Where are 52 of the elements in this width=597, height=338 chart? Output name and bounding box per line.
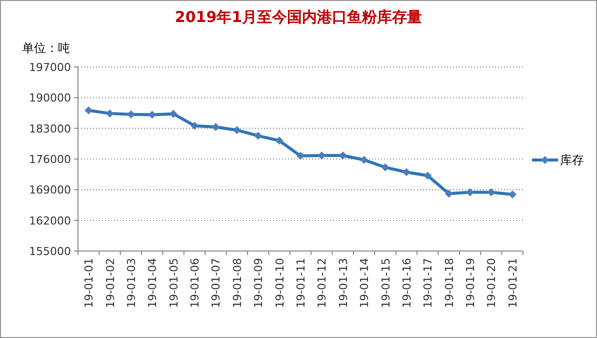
y-tick-label: 190000 [29,92,71,105]
point [275,136,284,145]
point [360,156,368,164]
y-tick-label: 162000 [29,214,71,228]
y-tick-label: 155000 [29,245,71,258]
point [232,126,241,134]
point [466,188,474,196]
x-tick-label: 19-01-14 [358,258,372,308]
legend-label: 库存 [560,153,584,167]
x-tick-label: 19-01-16 [400,258,414,308]
point [402,168,410,176]
point [254,132,262,140]
x-tick-label: 19-01-21 [506,258,520,308]
x-tick-label: 19-01-20 [485,258,498,308]
point [84,106,93,114]
x-tick-label: 19-01-17 [422,258,435,308]
y-tick-label: 169000 [29,184,71,197]
y-tick-label: 183000 [29,122,71,136]
point [508,190,516,198]
y-tick-label: 176000 [29,153,71,166]
point [338,151,347,160]
point [106,109,114,118]
point [296,152,304,160]
point [126,110,135,118]
x-tick-label: 19-01-01 [82,258,96,308]
x-tick-label: 19-01-19 [464,258,478,308]
x-tick-label: 19-01-12 [316,258,329,308]
x-tick-label: 19-01-06 [188,258,202,308]
point [212,123,220,132]
x-tick-label: 19-01-08 [230,258,244,308]
x-tick-label: 19-01-10 [273,258,286,308]
point [190,122,199,130]
x-tick-label: 19-01-03 [124,258,138,308]
y-tick-label: 197000 [29,61,71,74]
x-tick-label: 19-01-04 [146,258,160,308]
point [424,172,432,180]
x-tick-label: 19-01-18 [442,258,456,308]
x-tick-label: 19-01-13 [336,258,350,308]
x-tick-label: 19-01-09 [252,258,266,308]
x-tick-label: 19-01-05 [167,258,180,308]
x-tick-label: 19-01-07 [210,258,223,308]
x-tick-label: 19-01-15 [379,258,392,308]
point [318,151,326,160]
y-axis-title: 单位：吨 [22,41,70,55]
x-tick-label: 19-01-02 [104,258,117,308]
point [444,190,453,198]
point [381,163,390,172]
chart-title: 2019年1月至今国内港口鱼粉库存量 [174,8,422,26]
point [169,110,178,118]
point [487,188,496,196]
point [148,110,156,119]
x-tick-label: 19-01-11 [294,258,308,308]
